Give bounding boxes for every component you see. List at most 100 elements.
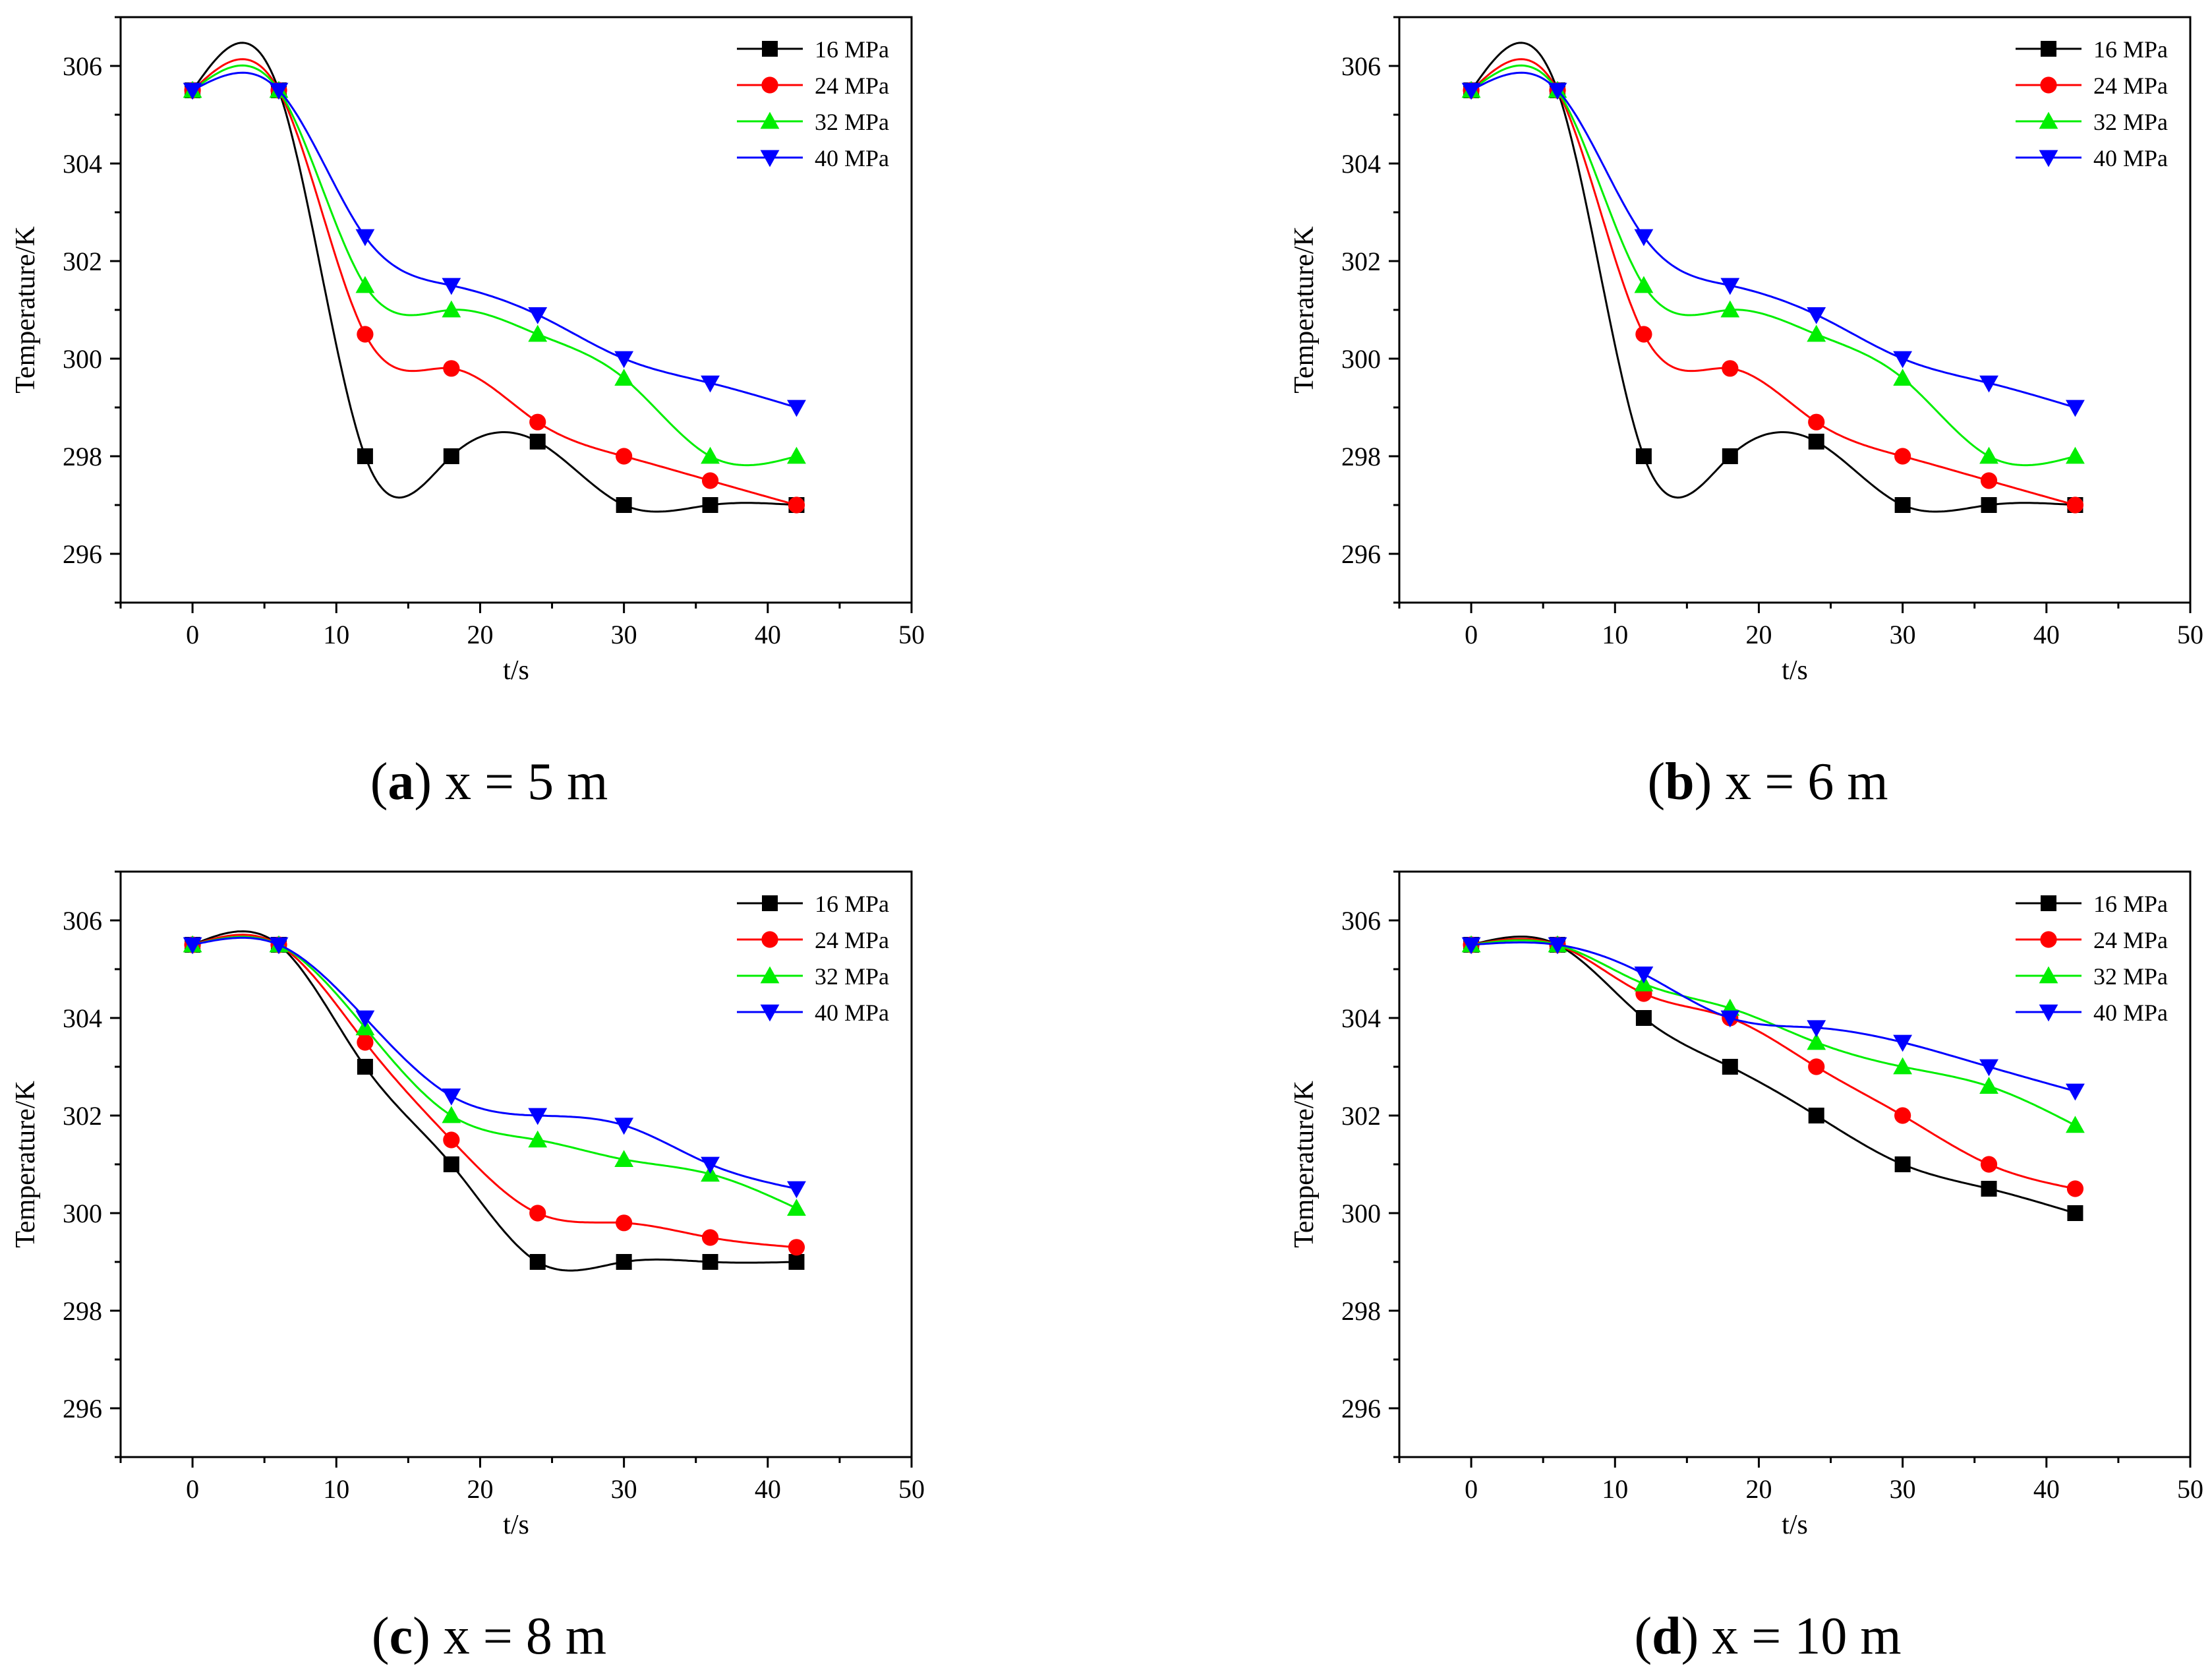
data-point — [442, 278, 461, 295]
data-point — [1635, 1010, 1652, 1026]
legend-label: 24 MPa — [815, 73, 889, 99]
data-point — [1634, 276, 1654, 293]
legend-entry: 40 MPa — [2016, 1000, 2168, 1026]
series-line — [1470, 42, 2076, 513]
data-point — [2066, 400, 2085, 417]
legend-marker — [2039, 111, 2058, 129]
data-point — [1893, 1034, 1913, 1052]
x-tick-label: 0 — [186, 1474, 199, 1504]
x-axis-label: t/s — [503, 1510, 529, 1540]
series-4 — [1461, 937, 2085, 1101]
data-point — [2066, 496, 2084, 514]
data-point — [1548, 82, 1567, 100]
data-point — [529, 413, 546, 431]
data-point — [616, 1214, 633, 1232]
legend-marker — [2040, 76, 2057, 94]
data-point — [355, 1010, 375, 1028]
data-point — [788, 1254, 805, 1270]
data-point — [1981, 1181, 1997, 1197]
y-tick-label: 302 — [63, 247, 102, 276]
y-tick-label: 298 — [1341, 442, 1381, 471]
data-point — [355, 276, 375, 293]
data-point — [443, 1156, 459, 1172]
y-tick-label: 306 — [1341, 51, 1381, 81]
data-point — [1548, 937, 1567, 955]
legend-entry: 16 MPa — [737, 891, 889, 917]
data-point — [702, 497, 718, 513]
data-point — [1720, 300, 1740, 318]
data-point — [1807, 1020, 1826, 1038]
legend-entry: 24 MPa — [2016, 927, 2168, 953]
legend-entry: 16 MPa — [737, 36, 889, 63]
legend-entry: 32 MPa — [737, 963, 889, 990]
data-point — [701, 1156, 720, 1174]
data-point — [787, 400, 806, 417]
y-axis-label: Temperature/K — [1289, 226, 1320, 394]
y-tick-label: 296 — [1341, 539, 1381, 569]
data-point — [1722, 448, 1738, 464]
legend-entry: 32 MPa — [2016, 109, 2168, 135]
x-tick-label: 20 — [1745, 1474, 1772, 1504]
x-tick-label: 0 — [1465, 620, 1478, 649]
data-point — [442, 300, 461, 318]
x-tick-label: 10 — [323, 1474, 349, 1504]
x-tick-label: 10 — [1602, 1474, 1628, 1504]
data-point — [1722, 360, 1739, 377]
y-tick-label: 300 — [1341, 1199, 1381, 1228]
y-axis-label: Temperature/K — [11, 1081, 41, 1248]
x-tick-label: 0 — [1465, 1474, 1478, 1504]
legend-label: 24 MPa — [2093, 73, 2168, 99]
x-tick-label: 10 — [323, 620, 349, 649]
panel-letter: c — [390, 1607, 413, 1665]
panel-caption-text: x = 10 m — [1712, 1607, 1901, 1665]
legend-label: 16 MPa — [815, 36, 889, 63]
x-tick-label: 30 — [1890, 620, 1916, 649]
data-point — [1807, 1032, 1826, 1050]
legend-entry: 40 MPa — [737, 1000, 889, 1026]
series-line — [1470, 936, 2076, 1214]
legend-label: 32 MPa — [815, 963, 889, 990]
y-tick-label: 302 — [63, 1101, 102, 1131]
panel-caption-text: x = 5 m — [445, 753, 608, 811]
data-point — [2066, 1116, 2085, 1133]
series-4 — [183, 936, 806, 1199]
data-point — [2067, 1205, 2083, 1221]
x-tick-label: 0 — [186, 620, 199, 649]
y-tick-label: 296 — [1341, 1394, 1381, 1423]
y-tick-label: 302 — [1341, 247, 1381, 276]
y-tick-label: 304 — [1341, 1003, 1381, 1033]
legend-label: 32 MPa — [2093, 109, 2168, 135]
data-point — [269, 937, 289, 955]
legend-entry: 16 MPa — [2016, 891, 2168, 917]
series-line — [1470, 71, 2076, 409]
data-point — [443, 360, 460, 377]
x-tick-label: 40 — [2033, 1474, 2060, 1504]
legend-marker — [760, 150, 780, 167]
legend-marker — [2041, 41, 2056, 57]
data-point — [443, 1131, 460, 1149]
legend-marker — [2039, 966, 2058, 984]
y-tick-label: 304 — [63, 149, 102, 179]
y-tick-label: 300 — [63, 1199, 102, 1228]
data-point — [788, 1239, 805, 1256]
panel-letter: b — [1665, 753, 1695, 811]
data-point — [528, 324, 548, 342]
data-point — [616, 1254, 632, 1270]
series-line — [1470, 64, 2076, 467]
chart-panel-b: 0 10 20 30 40 50 296 298 300 302 304 306 t/s Temperat… — [1289, 16, 2203, 811]
legend-marker — [2039, 1004, 2058, 1022]
x-tick-label: 30 — [611, 620, 637, 649]
x-tick-label: 30 — [611, 1474, 637, 1504]
y-tick-label: 304 — [63, 1003, 102, 1033]
series-line — [192, 71, 797, 409]
data-point — [1979, 1059, 1998, 1077]
legend-label: 24 MPa — [815, 927, 889, 953]
y-tick-label: 298 — [1341, 1296, 1381, 1326]
series-line — [1470, 941, 2076, 1092]
data-point — [1894, 448, 1911, 465]
data-point — [1979, 375, 1998, 393]
series-4 — [183, 71, 806, 417]
data-point — [1635, 448, 1652, 464]
data-point — [616, 497, 632, 513]
